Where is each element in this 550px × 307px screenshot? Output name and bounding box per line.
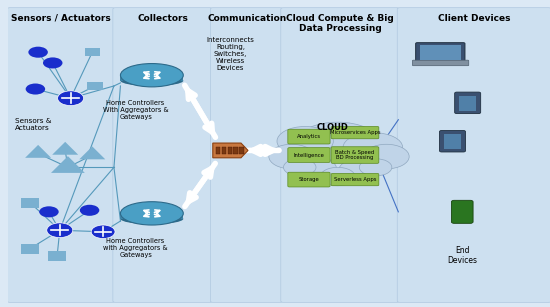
FancyBboxPatch shape [452,200,473,223]
Text: Serverless Apps: Serverless Apps [334,177,376,182]
Text: Storage: Storage [299,177,320,182]
Text: Sensors &
Actuators: Sensors & Actuators [15,118,51,131]
Ellipse shape [297,122,378,160]
Circle shape [39,206,59,217]
Text: Collectors: Collectors [138,14,188,23]
Text: CLOUD: CLOUD [316,123,348,132]
Polygon shape [213,143,248,158]
Circle shape [43,57,63,68]
Polygon shape [52,142,78,155]
FancyBboxPatch shape [331,126,379,139]
FancyBboxPatch shape [288,148,330,162]
Ellipse shape [120,214,183,224]
FancyBboxPatch shape [85,48,100,56]
FancyBboxPatch shape [397,8,550,302]
Text: Batch & Speed
BD Processing: Batch & Speed BD Processing [336,150,375,161]
Text: Home Controllers
with Aggregators &
Gateways: Home Controllers with Aggregators & Gate… [103,238,168,258]
Ellipse shape [120,64,183,87]
FancyBboxPatch shape [459,96,476,111]
Ellipse shape [269,144,315,169]
Circle shape [91,225,115,239]
Text: Home Controllers
With Aggregators &
Gateways: Home Controllers With Aggregators & Gate… [103,100,168,120]
Ellipse shape [120,202,183,225]
FancyBboxPatch shape [7,8,115,302]
Text: End
Devices: End Devices [447,246,477,265]
Text: Interconnects
Routing,
Switches,
Wireless
Devices: Interconnects Routing, Switches, Wireles… [206,37,254,71]
FancyBboxPatch shape [412,60,469,66]
FancyBboxPatch shape [455,92,481,114]
FancyBboxPatch shape [216,147,220,154]
Ellipse shape [343,133,403,162]
FancyBboxPatch shape [113,8,212,302]
FancyBboxPatch shape [222,147,226,154]
Circle shape [47,223,73,238]
FancyBboxPatch shape [120,213,183,219]
FancyBboxPatch shape [420,45,460,60]
FancyBboxPatch shape [444,134,461,149]
FancyBboxPatch shape [288,129,330,144]
FancyBboxPatch shape [228,147,232,154]
FancyBboxPatch shape [234,147,238,154]
Ellipse shape [277,126,333,156]
FancyBboxPatch shape [239,147,244,154]
FancyBboxPatch shape [281,8,399,302]
Ellipse shape [320,167,355,186]
FancyBboxPatch shape [21,198,38,208]
FancyBboxPatch shape [210,8,283,302]
Circle shape [80,205,100,216]
Ellipse shape [339,159,380,182]
Ellipse shape [283,159,316,176]
FancyBboxPatch shape [416,43,465,62]
Polygon shape [79,146,105,159]
Polygon shape [25,145,51,158]
Ellipse shape [364,144,409,169]
Circle shape [29,47,48,58]
Text: Cloud Compute & Big
Data Processing: Cloud Compute & Big Data Processing [286,14,394,33]
FancyBboxPatch shape [48,251,66,261]
FancyBboxPatch shape [21,244,38,254]
Circle shape [58,91,84,106]
Ellipse shape [359,159,392,176]
Text: Microservices Apps: Microservices Apps [329,130,380,135]
Text: Intelligence: Intelligence [294,153,324,157]
Ellipse shape [295,157,337,181]
Polygon shape [51,156,85,173]
Ellipse shape [120,76,183,86]
FancyBboxPatch shape [439,130,465,152]
FancyBboxPatch shape [331,173,379,186]
FancyBboxPatch shape [288,172,330,187]
Text: Analytics: Analytics [297,134,321,139]
FancyBboxPatch shape [331,147,379,163]
FancyBboxPatch shape [120,75,183,81]
FancyBboxPatch shape [87,82,102,90]
Text: Sensors / Actuators: Sensors / Actuators [11,14,111,23]
Circle shape [26,84,45,95]
Text: Communication: Communication [207,14,287,23]
Text: Client Devices: Client Devices [438,14,510,23]
